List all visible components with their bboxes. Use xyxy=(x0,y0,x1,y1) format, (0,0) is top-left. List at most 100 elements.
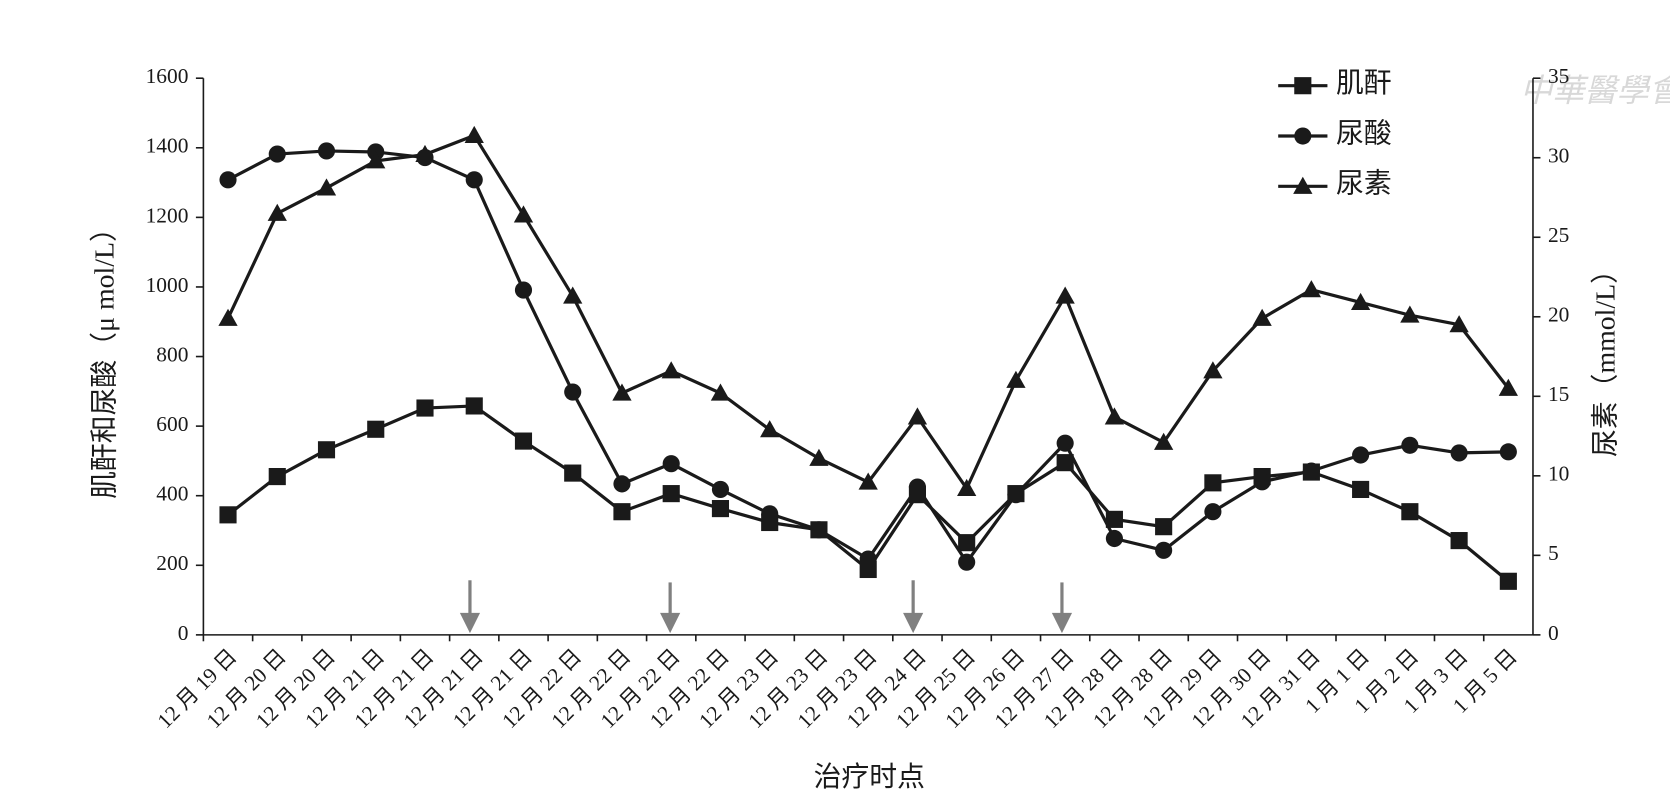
point xyxy=(1055,286,1075,304)
point xyxy=(711,480,730,499)
point xyxy=(1401,503,1419,521)
y2-tick-label: 30 xyxy=(1548,144,1569,168)
point xyxy=(514,432,533,450)
point xyxy=(1401,436,1419,454)
point xyxy=(1155,518,1173,536)
point xyxy=(1104,407,1125,425)
point xyxy=(662,485,680,503)
point xyxy=(1499,572,1517,590)
point xyxy=(1252,308,1272,326)
y2-tick-label: 5 xyxy=(1548,541,1559,565)
y-tick-label: 600 xyxy=(156,412,188,436)
y2-tick-label: 15 xyxy=(1548,382,1569,406)
point xyxy=(907,407,928,425)
point xyxy=(317,441,336,459)
point xyxy=(465,397,483,415)
point xyxy=(316,178,337,196)
arrows xyxy=(459,580,1073,634)
point xyxy=(1154,432,1174,450)
point xyxy=(958,534,976,552)
point xyxy=(1352,480,1370,499)
point xyxy=(267,203,287,221)
point xyxy=(513,205,534,223)
point xyxy=(1203,361,1223,379)
legend-marker xyxy=(1294,77,1312,95)
legend-label: 肌酐 xyxy=(1336,68,1392,99)
point xyxy=(1155,541,1173,559)
y-tick-label: 800 xyxy=(156,342,188,366)
point xyxy=(613,475,631,493)
point xyxy=(1056,454,1074,472)
y2-tick-label: 10 xyxy=(1548,462,1569,486)
point xyxy=(564,383,582,401)
y2-tick-label: 0 xyxy=(1548,621,1559,645)
point xyxy=(317,142,336,160)
point xyxy=(1007,486,1025,504)
watermark: 中華醫學會 xyxy=(1520,73,1670,109)
point xyxy=(465,171,483,189)
point xyxy=(1450,532,1468,550)
point xyxy=(1352,446,1370,464)
point xyxy=(1253,473,1271,491)
point xyxy=(1449,315,1469,333)
legend-marker xyxy=(1294,127,1312,145)
point xyxy=(761,505,779,523)
point xyxy=(613,503,631,521)
legend-marker xyxy=(1293,176,1313,194)
legend-label: 尿酸 xyxy=(1336,118,1392,149)
point xyxy=(1400,305,1420,323)
point xyxy=(710,383,731,401)
y-tick-label: 1200 xyxy=(146,203,189,227)
point xyxy=(1105,529,1123,548)
point xyxy=(464,125,484,143)
point xyxy=(1301,280,1322,298)
y2-tick-label: 35 xyxy=(1548,64,1569,88)
point xyxy=(415,144,435,163)
point xyxy=(1350,292,1371,310)
point xyxy=(1204,503,1222,521)
point xyxy=(859,550,877,568)
point xyxy=(564,464,582,482)
point xyxy=(218,308,238,326)
y-tick-label: 200 xyxy=(156,551,188,575)
point xyxy=(858,472,878,490)
point xyxy=(1498,378,1518,396)
point xyxy=(514,281,533,299)
point xyxy=(958,553,976,571)
point xyxy=(662,455,680,473)
y2-tick-label: 20 xyxy=(1548,303,1569,327)
y-tick-label: 1600 xyxy=(146,64,189,88)
point xyxy=(1204,474,1222,492)
point xyxy=(1056,434,1074,452)
point xyxy=(1499,443,1517,461)
point xyxy=(661,361,681,379)
point xyxy=(760,420,780,438)
y-tick-label: 400 xyxy=(156,482,188,506)
x-axis-title: 治疗时点 xyxy=(814,762,925,793)
y2-axis-title: 尿素（mmol/L） xyxy=(1590,256,1621,457)
series-line xyxy=(227,149,1509,565)
y-tick-label: 1400 xyxy=(146,134,189,158)
series-line xyxy=(226,133,1510,492)
point xyxy=(219,506,237,524)
y-tick-label: 1000 xyxy=(146,273,189,297)
point xyxy=(416,399,434,417)
point xyxy=(711,500,730,518)
point xyxy=(1302,462,1320,480)
point xyxy=(1450,444,1468,462)
point xyxy=(268,145,286,163)
y-tick-label: 0 xyxy=(178,621,189,645)
y2-tick-label: 25 xyxy=(1548,223,1569,247)
point xyxy=(957,478,977,497)
point xyxy=(367,420,385,438)
point xyxy=(219,171,237,189)
point xyxy=(1105,510,1123,528)
point xyxy=(810,521,828,539)
point xyxy=(908,478,926,496)
point xyxy=(563,286,583,304)
point xyxy=(366,151,386,169)
point xyxy=(268,468,286,486)
y-axis-title: 肌酐和尿酸（μ mol/L） xyxy=(89,214,120,499)
point xyxy=(612,383,632,401)
